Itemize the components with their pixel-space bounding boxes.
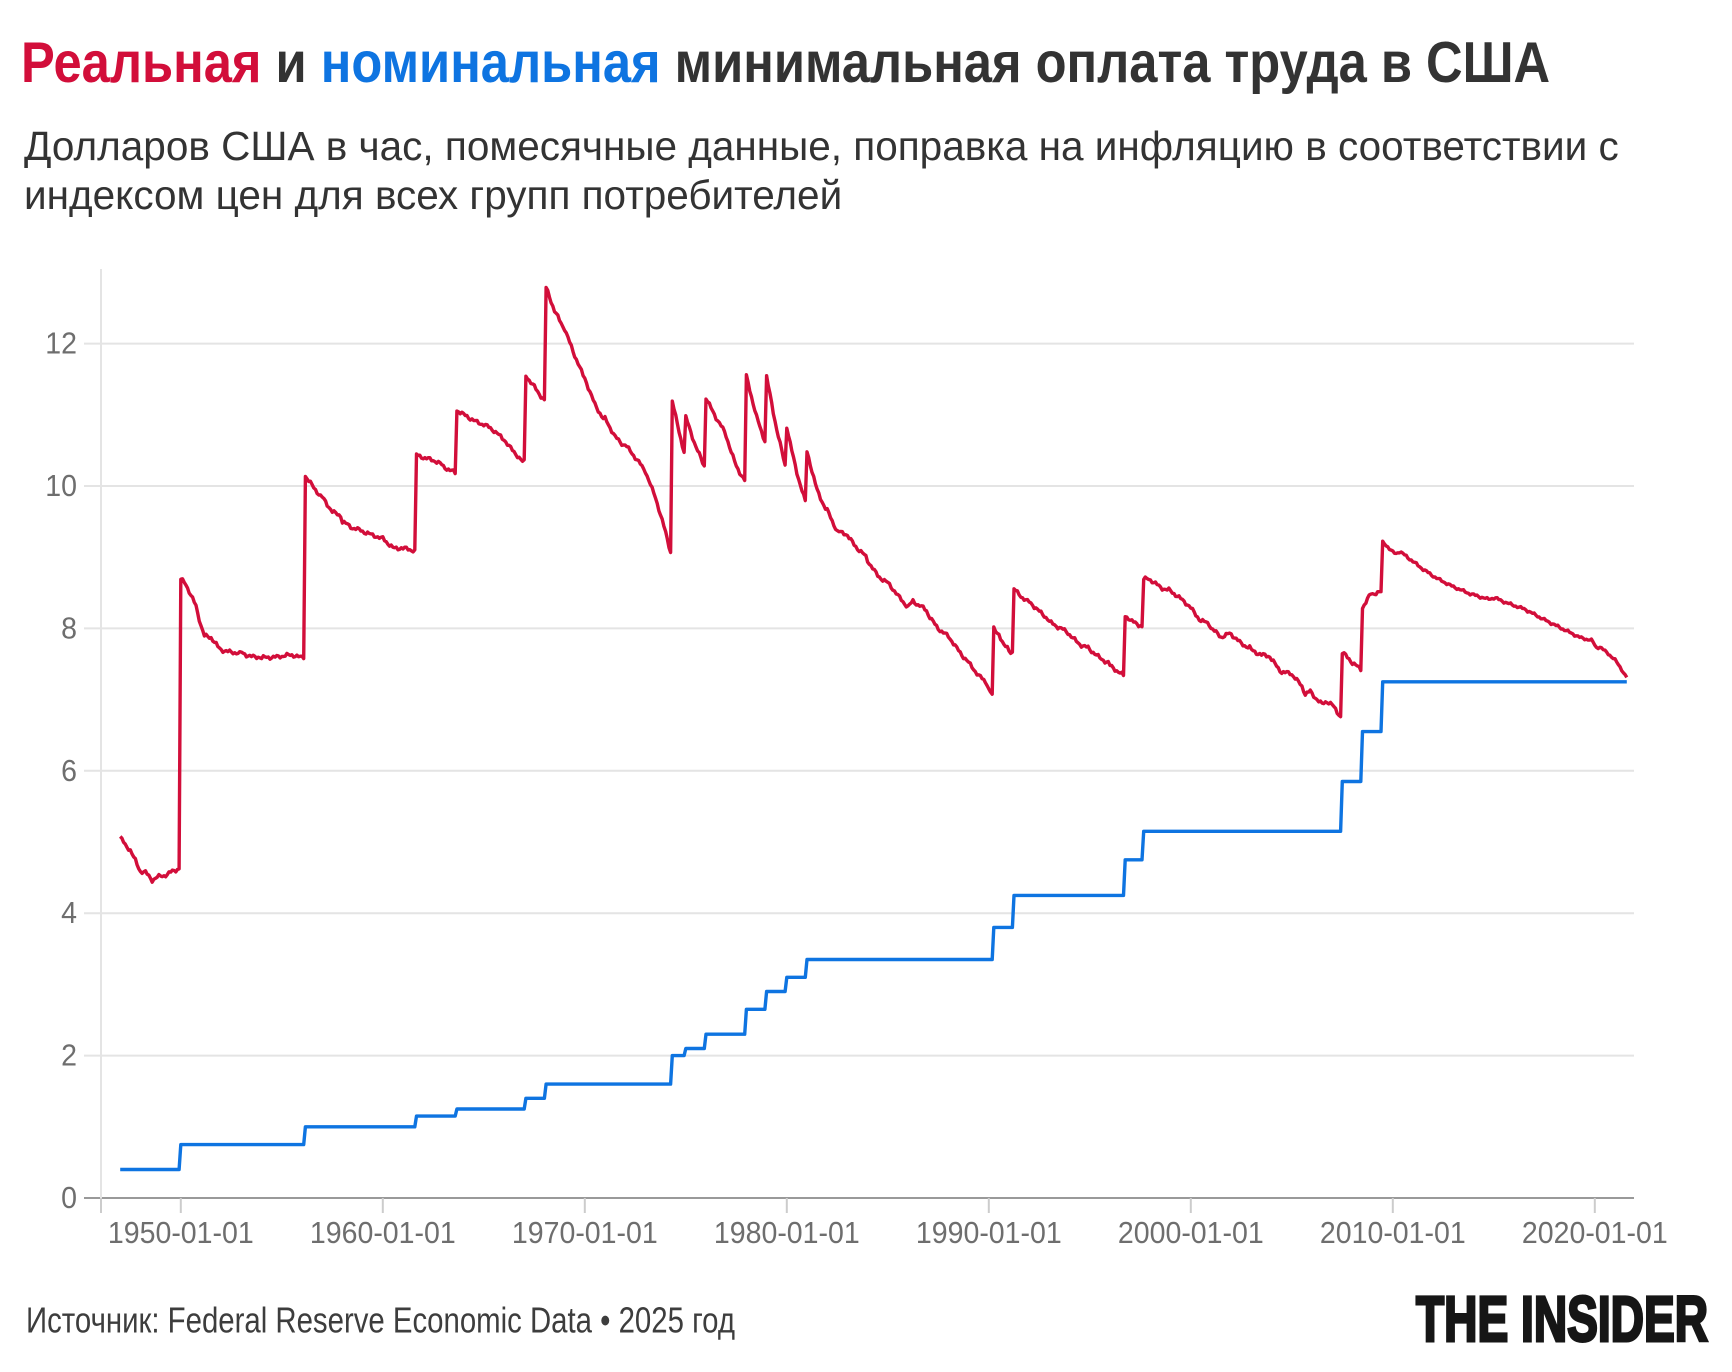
svg-text:2020-01-01: 2020-01-01 xyxy=(1522,1216,1668,1250)
svg-text:Долларов США в час, помесячные: Долларов США в час, помесячные данные, п… xyxy=(24,123,1619,169)
svg-text:4: 4 xyxy=(61,896,77,930)
svg-text:индексом цен для всех групп по: индексом цен для всех групп потребителей xyxy=(24,172,842,218)
svg-text:1970-01-01: 1970-01-01 xyxy=(512,1216,658,1250)
svg-text:1960-01-01: 1960-01-01 xyxy=(310,1216,456,1250)
svg-text:2000-01-01: 2000-01-01 xyxy=(1118,1216,1264,1250)
svg-text:12: 12 xyxy=(45,327,77,361)
svg-text:0: 0 xyxy=(61,1181,77,1215)
svg-text:Реальная и номинальная минимал: Реальная и номинальная минимальная оплат… xyxy=(21,31,1550,95)
svg-text:2: 2 xyxy=(61,1039,77,1073)
svg-text:1990-01-01: 1990-01-01 xyxy=(916,1216,1062,1250)
svg-text:1950-01-01: 1950-01-01 xyxy=(108,1216,254,1250)
svg-text:Источник: Federal Reserve Econ: Источник: Federal Reserve Economic Data … xyxy=(26,1301,735,1342)
svg-text:THE INSIDER: THE INSIDER xyxy=(1416,1283,1708,1355)
svg-text:6: 6 xyxy=(61,754,77,788)
svg-text:2010-01-01: 2010-01-01 xyxy=(1320,1216,1466,1250)
svg-text:1980-01-01: 1980-01-01 xyxy=(714,1216,860,1250)
svg-text:10: 10 xyxy=(45,469,77,503)
svg-text:8: 8 xyxy=(61,611,77,645)
